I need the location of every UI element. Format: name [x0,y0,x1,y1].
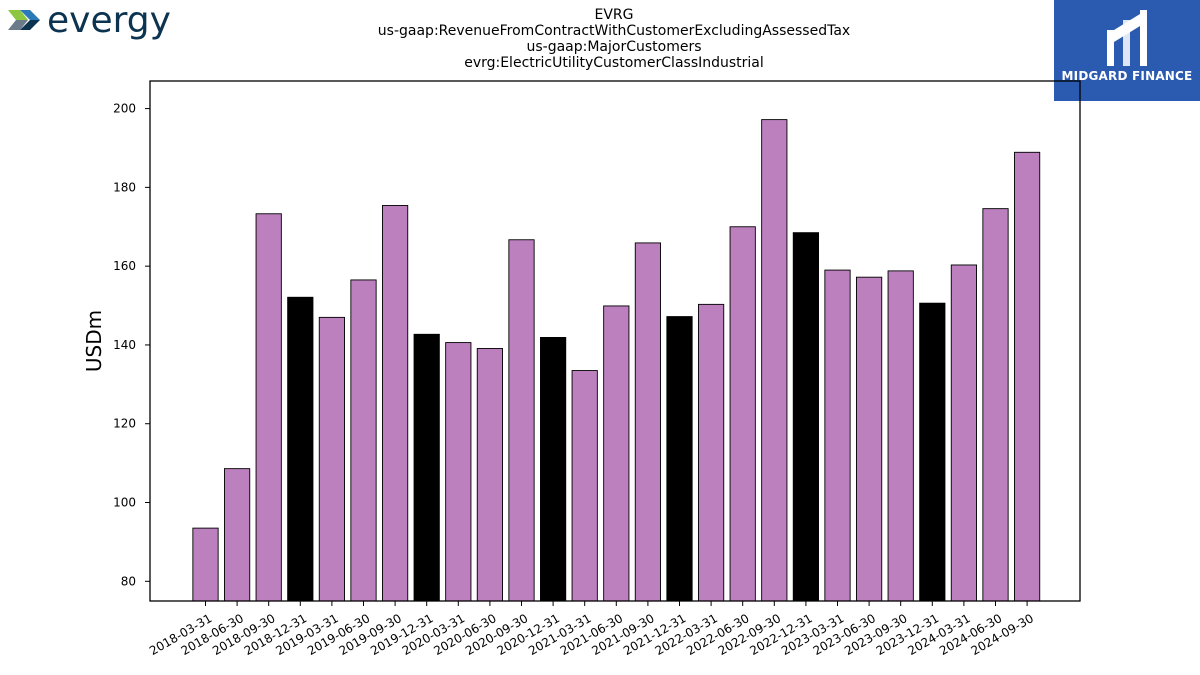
bar-2020-12-31 [540,337,567,602]
title-line-concept: us-gaap:RevenueFromContractWithCustomerE… [377,23,851,39]
bar-2023-03-31 [824,269,851,602]
evergy-logo: evergy [6,0,186,44]
bar-2022-09-30 [761,119,788,602]
title-line-member: evrg:ElectricUtilityCustomerClassIndustr… [464,55,764,71]
evergy-chevron-icon [8,10,40,30]
midgard-emblem-icon [1107,10,1147,66]
midgard-finance-logo: MIDGARD FINANCE [1054,0,1200,101]
bar-2022-03-31 [698,303,725,602]
bar-2023-12-31 [919,302,946,602]
bar-2022-06-30 [729,226,756,602]
bar-2020-03-31 [445,342,472,602]
y-tick-label: 200 [113,102,136,116]
bar-2019-06-30 [350,279,377,602]
y-tick-label: 120 [113,417,136,431]
title-line-axis: us-gaap:MajorCustomers [526,39,702,55]
bar-2019-09-30 [382,205,409,602]
y-tick-label: 160 [113,259,136,273]
bar-2021-09-30 [634,242,661,602]
y-tick-label: 140 [113,338,136,352]
bar-2018-03-31 [192,527,219,602]
bar-2019-03-31 [318,316,345,602]
bar-2021-12-31 [666,316,693,602]
bars-group [192,119,1041,602]
x-axis: 2018-03-312018-06-302018-09-302018-12-31… [147,601,1036,658]
y-tick-label: 180 [113,180,136,194]
bar-2021-03-31 [571,370,598,602]
bar-2020-09-30 [508,239,535,602]
y-axis: 80 100 120 140 160 180 200 [113,102,150,588]
y-tick-label: 100 [113,496,136,510]
y-axis-label: USDm [82,310,106,372]
bar-2019-12-31 [413,333,440,602]
bar-2024-09-30 [1014,151,1041,602]
bar-2018-06-30 [223,468,251,602]
plot-frame [149,80,1081,602]
bar-2023-06-30 [856,276,883,602]
bar-2020-06-30 [476,348,503,602]
bar-2022-12-31 [792,232,819,602]
evergy-logo-text: evergy [47,0,171,41]
bar-2018-12-31 [287,296,314,602]
title-line-ticker: EVRG [594,7,634,23]
midgard-logo-text: MIDGARD FINANCE [1061,69,1193,83]
bar-2018-09-30 [255,213,282,602]
bar-2024-06-30 [982,208,1009,602]
bar-2024-03-31 [950,264,977,602]
bar-2021-06-30 [603,305,630,602]
y-tick-label: 80 [121,574,136,588]
chart-title: EVRG us-gaap:RevenueFromContractWithCust… [300,7,928,71]
bar-2023-09-30 [887,270,914,602]
